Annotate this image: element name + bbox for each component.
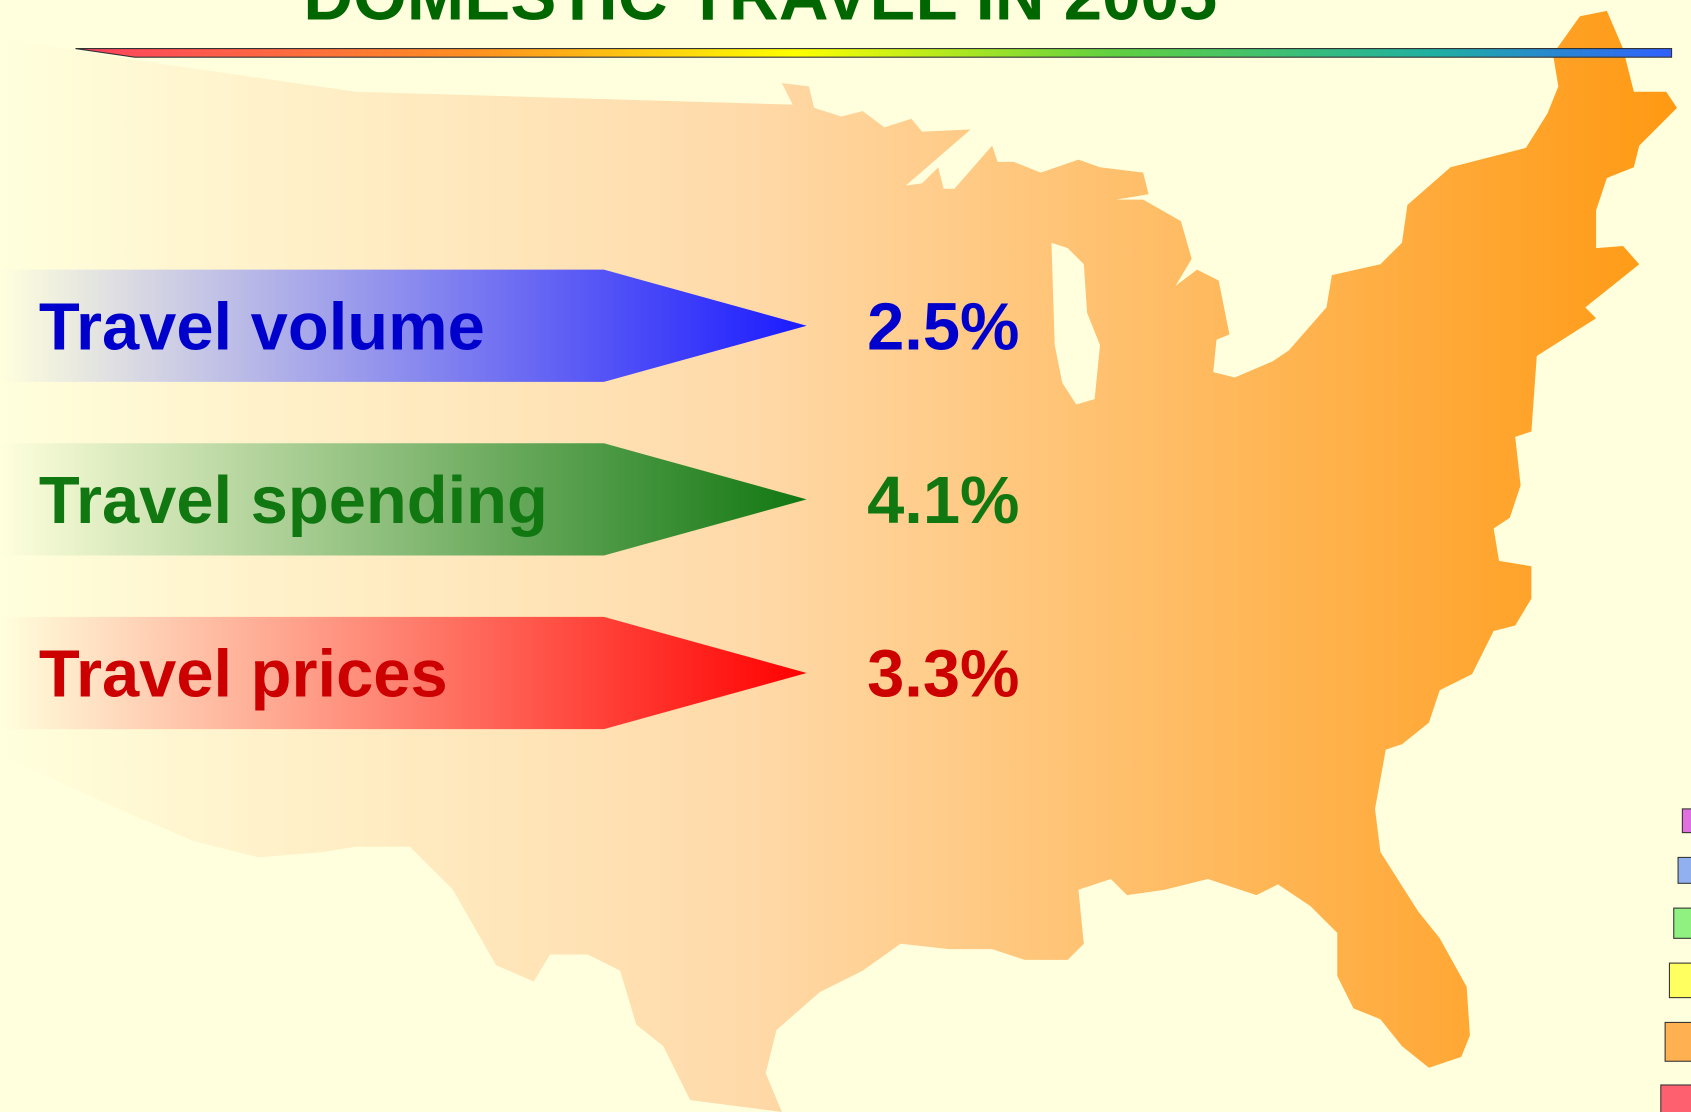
lake-michigan (1051, 242, 1101, 405)
arrow (0, 443, 807, 556)
row-label: Travel volume (39, 289, 485, 364)
row-value: 3.3% (867, 637, 1019, 712)
rows: Travel volume 2.5% Travel spending 4.1% Trav… (0, 269, 1019, 730)
title-rule (75, 48, 1673, 58)
arrow (0, 269, 807, 382)
row-label: Travel prices (39, 637, 448, 712)
arrow (0, 616, 807, 730)
slide-title: DOMESTIC TRAVEL IN 2005 (303, 0, 1217, 34)
row-label: Travel spending (39, 463, 548, 538)
row-value: 4.1% (867, 463, 1019, 538)
row-value: 2.5% (867, 289, 1019, 364)
legend-squares (1660, 808, 1691, 1112)
